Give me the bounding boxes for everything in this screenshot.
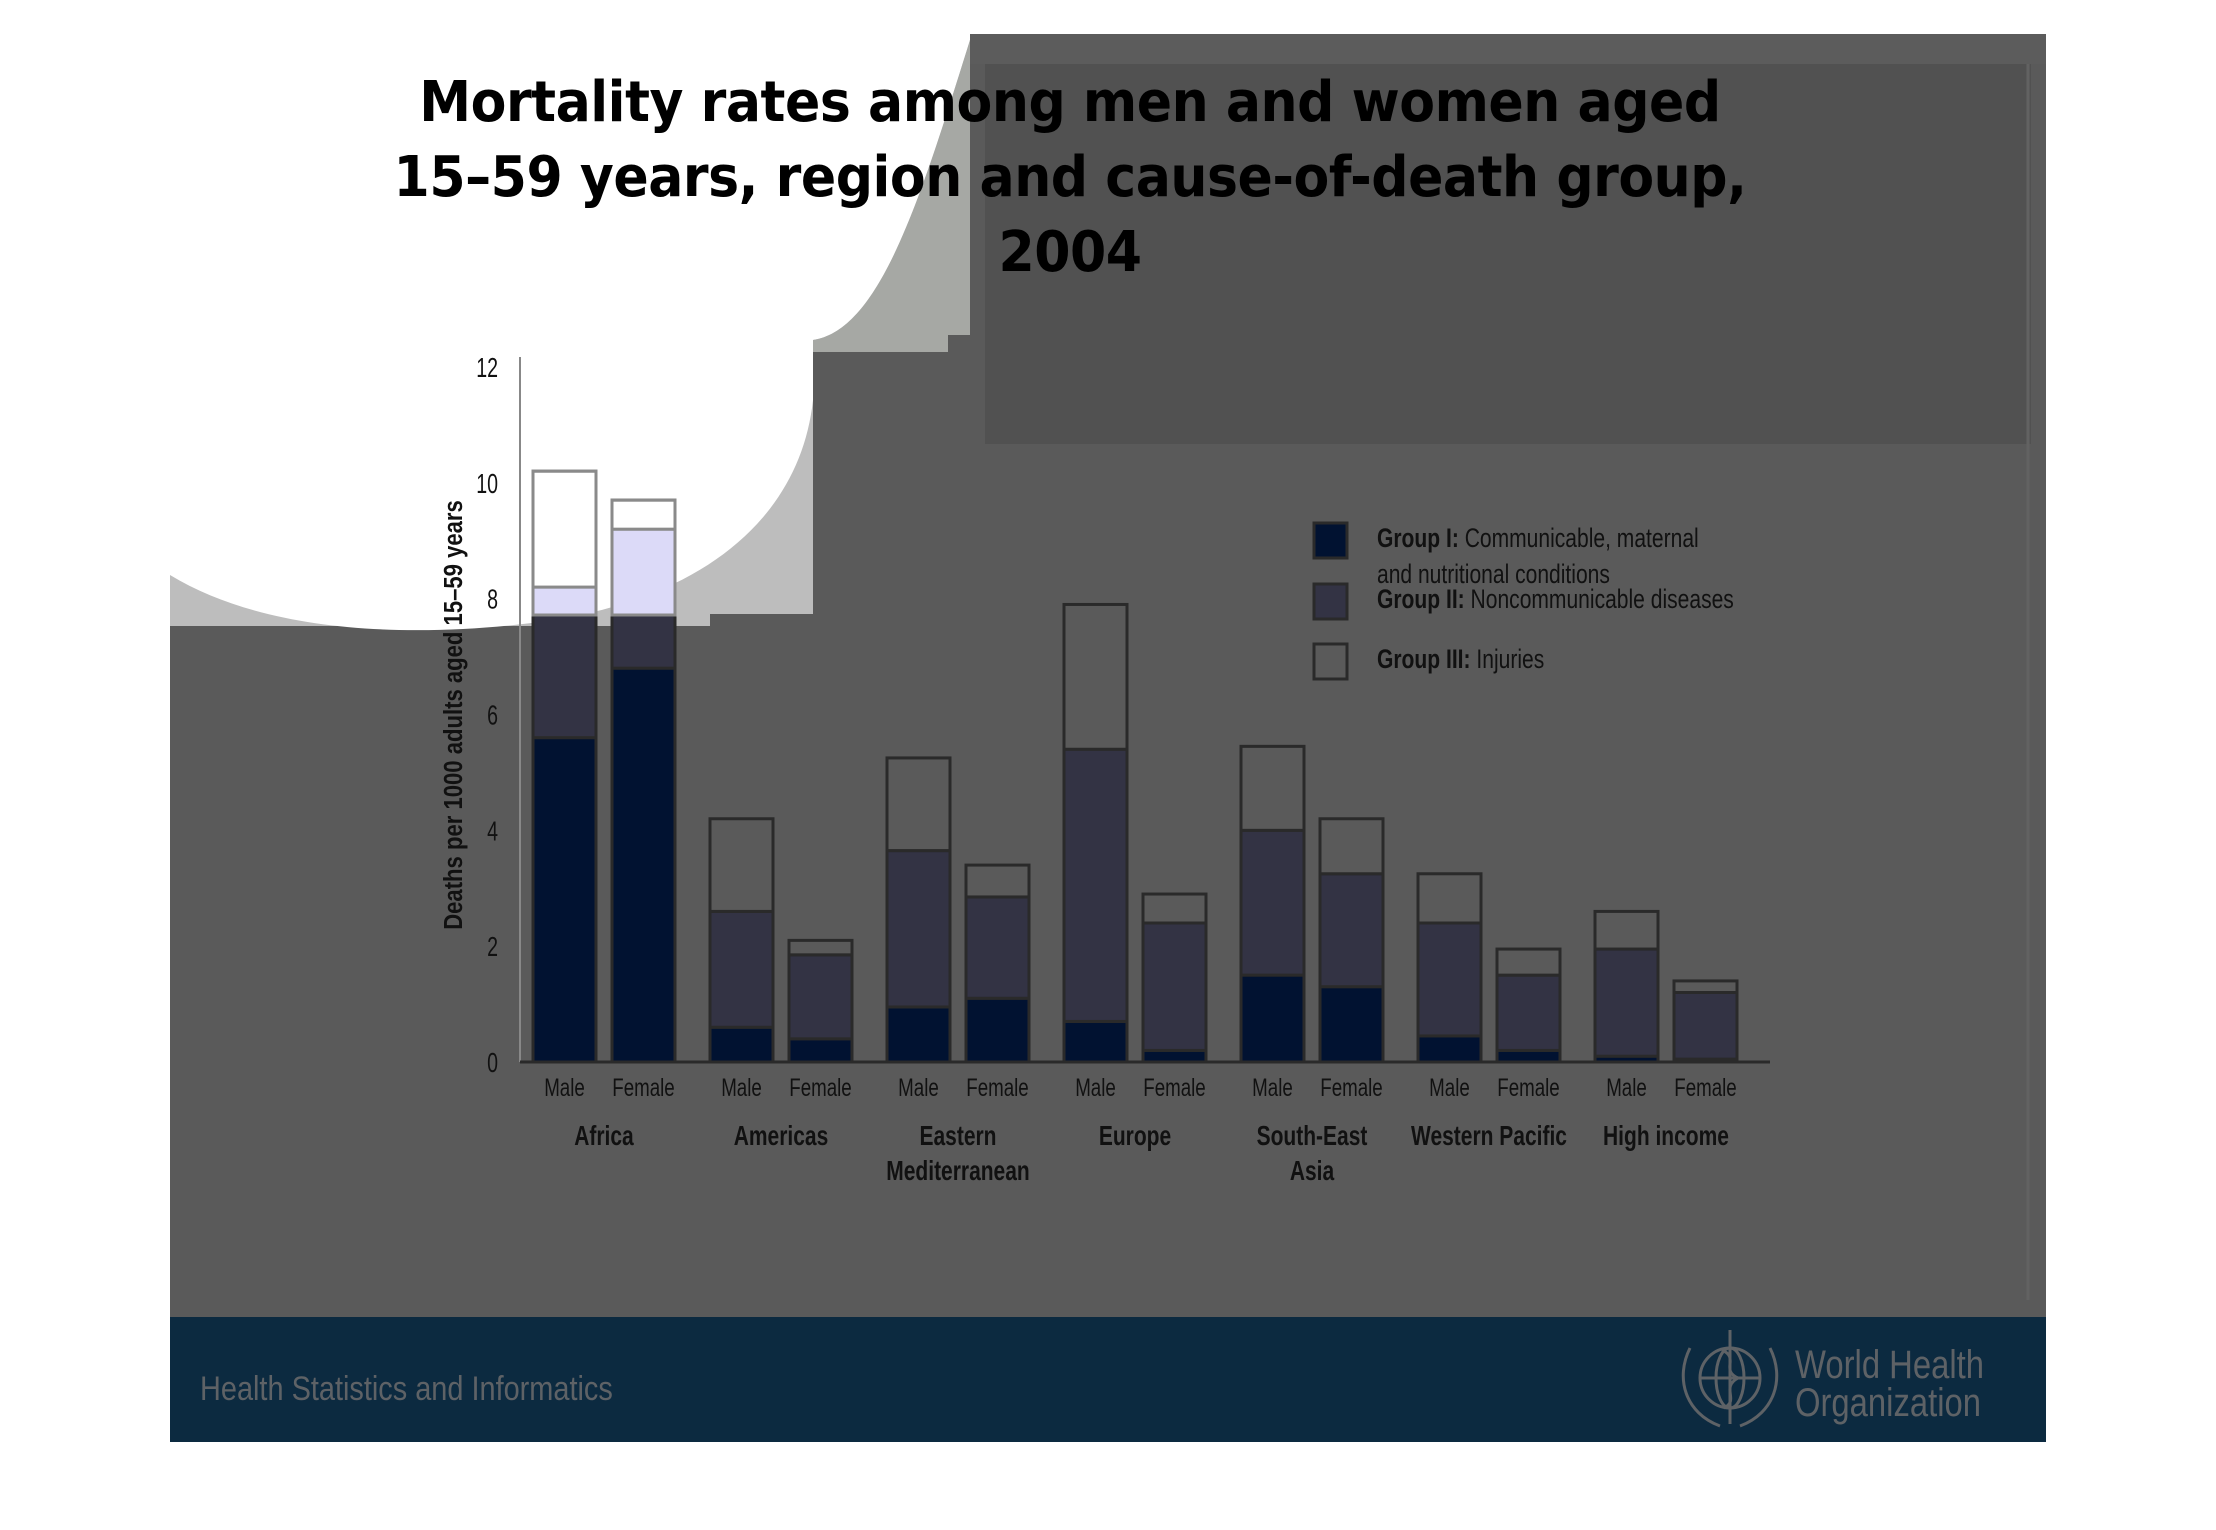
bar-segment-group-ii [1416, 921, 1483, 1038]
bar-segment-group-ii [964, 895, 1031, 1000]
bar-segment-group-iii [1495, 947, 1562, 977]
x-tick-label-sex: Female [1674, 1073, 1736, 1101]
bar-segment-group-ii [1062, 747, 1129, 1023]
slide-panel-top-band [970, 34, 2046, 64]
x-tick-label-sex: Male [898, 1073, 939, 1101]
bar-segment-group-ii [885, 849, 952, 1009]
bar-segment-group-iii [1593, 909, 1660, 951]
y-tick-label: 10 [476, 469, 498, 500]
footer-department-label: Health Statistics and Informatics [200, 1370, 613, 1408]
bar-segment-group-i [531, 736, 598, 1064]
x-tick-label-sex: Female [1320, 1073, 1382, 1101]
x-category-label-region: Mediterranean [886, 1156, 1029, 1187]
bar-segment-group-iii [787, 938, 854, 957]
bar-segment-group-ii [787, 953, 854, 1041]
y-tick-label: 8 [487, 584, 498, 615]
bar-segment-group-iii [1141, 892, 1208, 925]
bar-segment-group-i [610, 666, 677, 1064]
bar-segment-group-i [1416, 1034, 1483, 1064]
x-category-label-region: High income [1603, 1121, 1729, 1152]
stacked-bar-chart: 0 2 4 6 8 10 12 Deaths per 1000 adults aged 15–… [439, 353, 1770, 1187]
bar-segment-group-ii [708, 909, 775, 1029]
bar-segment-group-iii [1416, 872, 1483, 925]
legend-label-text: and nutritional conditions [1377, 560, 1610, 590]
x-category-label-region: South-East [1257, 1121, 1368, 1152]
overlay-map-texture [813, 40, 970, 352]
legend-label-group-i: and nutritional conditions [1377, 560, 1610, 590]
x-tick-label-sex: Female [612, 1073, 674, 1101]
legend-label-bold: Group I: [1377, 524, 1465, 554]
bar-segment-faded [610, 527, 677, 617]
bar-segment-group-i [1239, 973, 1306, 1064]
x-tick-label-sex: Female [1497, 1073, 1559, 1101]
bar-segment-group-i [964, 996, 1031, 1064]
y-tick-label: 6 [487, 700, 498, 731]
y-tick-label: 4 [487, 816, 498, 847]
x-category-label-region: Africa [574, 1121, 634, 1152]
legend-label-bold: Group III: [1377, 645, 1476, 675]
bar-segment-group-ii [1318, 872, 1385, 989]
legend-swatch-group-i [1312, 521, 1349, 560]
bar-segment-group-i [1062, 1019, 1129, 1064]
who-emblem-icon [1681, 1330, 1779, 1428]
x-tick-label-sex: Female [966, 1073, 1028, 1101]
x-category-label-region: Asia [1290, 1156, 1335, 1187]
legend-label-text: Communicable, maternal [1465, 524, 1699, 554]
bar-segment-group-iii [964, 863, 1031, 899]
y-tick-label: 2 [487, 932, 498, 963]
bar-segment-group-i [885, 1005, 952, 1064]
bar-segment-group-ii [1141, 921, 1208, 1052]
bar-segment-group-i [1318, 985, 1385, 1064]
legend-label-text: Noncommunicable diseases [1471, 585, 1734, 615]
chart-title-line-2: 15–59 years, region and cause-of-death g… [393, 145, 1747, 210]
chart-title-line-1: Mortality rates among men and women aged [419, 70, 1721, 135]
y-tick-label: 0 [487, 1048, 498, 1079]
footer-org-name-line-1: World Health [1795, 1343, 1984, 1387]
bar-segment-group-iii [885, 756, 952, 853]
legend-label-group-iii: Group III: Injuries [1377, 645, 1544, 675]
bar-segment-faded [531, 585, 598, 617]
x-category-label-region: Europe [1099, 1121, 1171, 1152]
bar-segment-group-ii [1495, 973, 1562, 1052]
x-tick-label-sex: Female [789, 1073, 851, 1101]
legend-label-bold: Group II: [1377, 585, 1471, 615]
x-category-label-region: Eastern [919, 1121, 996, 1152]
footer-org-name-line-2: Organization [1795, 1381, 1981, 1425]
x-category-label-region: Western Pacific [1411, 1121, 1567, 1152]
x-tick-label-sex: Male [1429, 1073, 1470, 1101]
legend-label-group-ii: Group II: Noncommunicable diseases [1377, 585, 1734, 615]
bar-segment-faded [610, 498, 677, 531]
bar-segment-faded [531, 469, 598, 589]
x-tick-label-sex: Male [721, 1073, 762, 1101]
chart-title-line-3: 2004 [998, 220, 1142, 285]
bar-segment-group-iii [1062, 602, 1129, 751]
bar-segment-group-ii [1239, 828, 1306, 977]
bar-segment-group-i [708, 1025, 775, 1064]
x-category-label-region: Americas [734, 1121, 829, 1152]
bar-segment-group-iii [708, 817, 775, 913]
overlay-white-region [170, 34, 970, 631]
legend-swatch-group-ii [1312, 582, 1349, 621]
bar-segment-group-i [787, 1037, 854, 1064]
x-tick-label-sex: Male [1075, 1073, 1116, 1101]
x-tick-label-sex: Male [544, 1073, 585, 1101]
slide-inner-frame [985, 64, 2031, 444]
y-axis-title: Deaths per 1000 adults aged 15–59 years [439, 500, 468, 930]
bar-segment-group-i [1141, 1048, 1208, 1064]
bar-segment-group-i [1495, 1048, 1562, 1064]
x-tick-label-sex: Male [1252, 1073, 1293, 1101]
bar-segment-group-iii [1239, 744, 1306, 832]
bar-segment-group-ii [1593, 947, 1660, 1058]
bar-segment-group-ii [1672, 991, 1739, 1061]
bar-segment-group-iii [1318, 817, 1385, 876]
x-tick-label-sex: Male [1606, 1073, 1647, 1101]
legend-swatch-group-iii [1312, 642, 1349, 681]
legend-label-text: Injuries [1476, 645, 1544, 675]
x-tick-label-sex: Female [1143, 1073, 1205, 1101]
legend-label-group-i: Group I: Communicable, maternal [1377, 524, 1699, 554]
y-tick-label: 12 [476, 353, 498, 384]
bar-segment-group-iii [1672, 979, 1739, 995]
